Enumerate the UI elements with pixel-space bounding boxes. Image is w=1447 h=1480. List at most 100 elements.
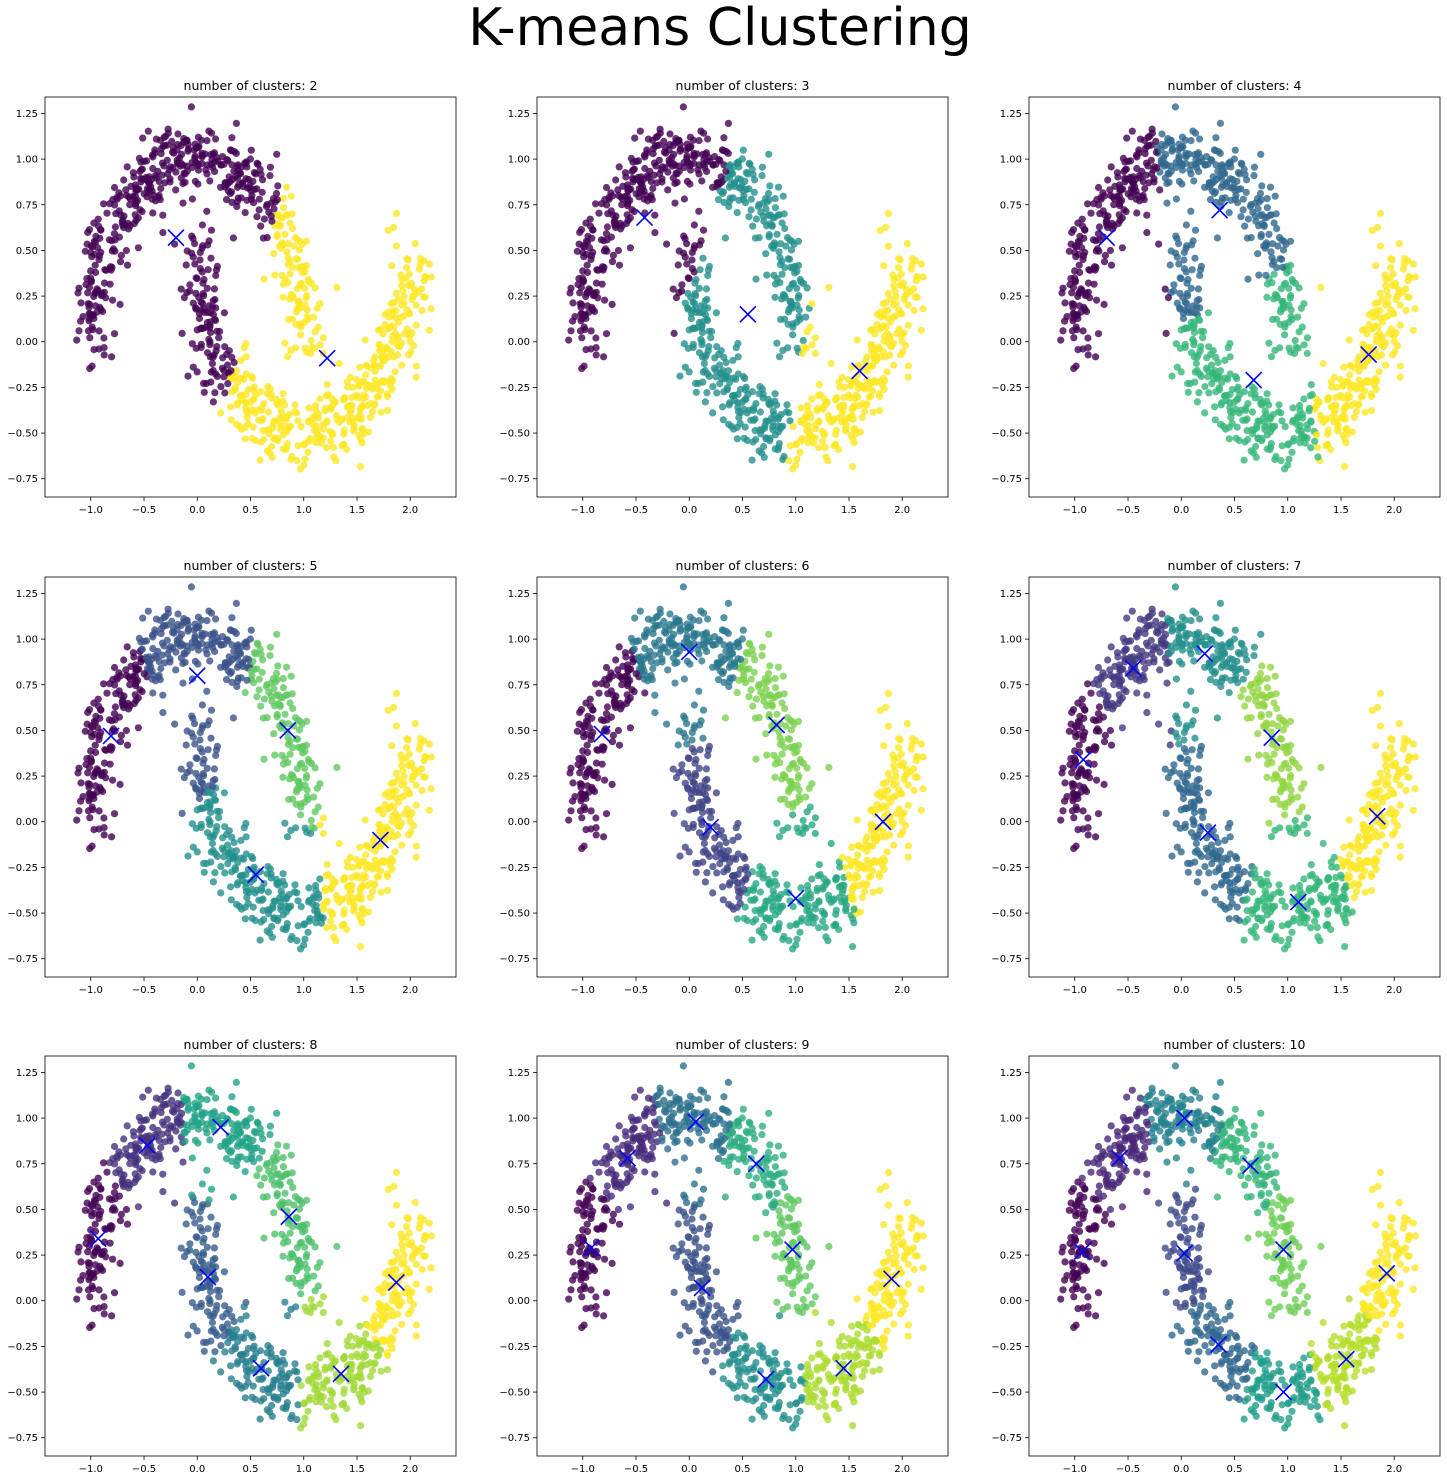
data-point [335, 359, 343, 368]
data-point [735, 893, 743, 902]
y-tick-label: 1.00 [16, 635, 38, 646]
data-point [100, 680, 108, 688]
data-point [151, 146, 159, 154]
data-point [338, 442, 346, 450]
data-point [781, 224, 789, 233]
data-point [234, 879, 242, 887]
data-point [721, 234, 730, 242]
data-point [880, 742, 888, 750]
data-point [779, 672, 787, 680]
data-point [1133, 153, 1141, 161]
data-point [690, 724, 698, 732]
data-point [1150, 178, 1158, 186]
data-point [1216, 119, 1224, 127]
data-point [1165, 170, 1173, 178]
data-point [1182, 221, 1190, 229]
data-point [738, 398, 746, 406]
data-point [659, 163, 667, 171]
data-point [284, 240, 293, 248]
data-point [192, 785, 200, 793]
data-point [346, 853, 354, 861]
data-point [380, 378, 388, 386]
data-point [132, 202, 140, 210]
data-point [368, 887, 377, 896]
data-point [773, 230, 781, 238]
data-point [640, 195, 648, 203]
data-point [588, 252, 596, 260]
data-point [1409, 326, 1417, 334]
data-point [697, 237, 705, 245]
data-point [891, 287, 899, 295]
data-point [404, 351, 413, 359]
data-point [344, 863, 352, 871]
data-point [319, 425, 328, 433]
data-point [316, 875, 324, 883]
data-point [752, 695, 761, 703]
data-point [876, 872, 884, 881]
data-point [297, 903, 305, 911]
data-point [267, 212, 275, 220]
data-point [1093, 296, 1101, 304]
data-point [1190, 177, 1198, 185]
data-point [314, 890, 322, 898]
data-point [787, 743, 795, 751]
data-point [91, 289, 99, 298]
data-point [679, 103, 688, 111]
data-point [284, 740, 292, 749]
data-point [1171, 249, 1180, 257]
data-point [685, 848, 693, 856]
data-point [1300, 433, 1308, 441]
data-point [241, 159, 249, 167]
data-point [217, 383, 225, 391]
data-point [256, 645, 264, 654]
data-point [603, 703, 612, 711]
data-point [673, 170, 681, 178]
data-point [178, 329, 186, 337]
data-point [712, 789, 721, 797]
data-point [743, 436, 751, 445]
data-point [363, 861, 371, 869]
data-point [712, 309, 721, 317]
scatter-points [73, 103, 435, 473]
data-point [680, 232, 688, 240]
data-point [392, 289, 400, 297]
data-point [308, 823, 316, 831]
data-point [358, 439, 366, 447]
data-point [1075, 261, 1083, 269]
data-point [582, 699, 590, 707]
data-point [330, 453, 338, 461]
data-point [765, 150, 773, 158]
data-point [787, 777, 795, 785]
data-point [194, 646, 203, 654]
data-point [246, 635, 254, 643]
data-point [1402, 306, 1410, 315]
data-point [1190, 338, 1198, 346]
data-point [1227, 196, 1235, 204]
data-point [1097, 195, 1105, 203]
data-point [380, 858, 388, 866]
data-point [686, 613, 695, 621]
data-point [391, 809, 399, 818]
data-point [408, 329, 416, 337]
data-point [113, 195, 121, 203]
y-tick-label: −0.75 [7, 474, 38, 485]
data-point [323, 381, 331, 389]
data-point [233, 682, 241, 691]
data-point [815, 417, 823, 425]
data-point [86, 814, 94, 822]
data-point [733, 209, 741, 217]
data-point [357, 895, 365, 903]
data-point [267, 692, 275, 700]
data-point [785, 285, 793, 293]
data-point [770, 751, 778, 759]
data-point [74, 769, 82, 777]
data-point [773, 339, 781, 347]
data-point [246, 398, 254, 406]
data-point [1251, 199, 1259, 207]
data-point [191, 657, 199, 666]
data-point [649, 150, 657, 158]
data-point [747, 686, 755, 694]
data-point [257, 702, 265, 710]
data-point [226, 146, 234, 154]
data-point [827, 839, 835, 848]
